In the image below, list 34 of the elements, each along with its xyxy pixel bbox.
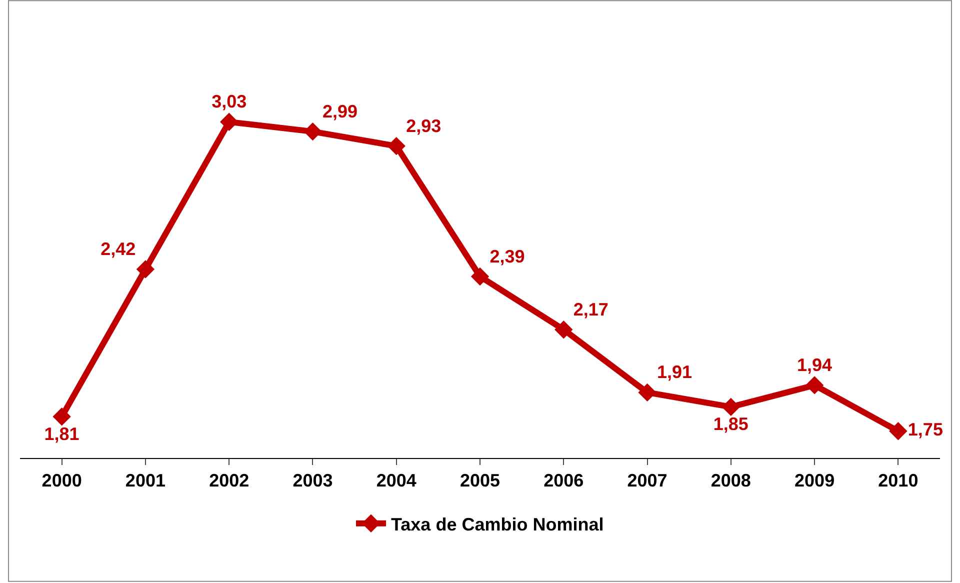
data-label: 1,75	[908, 420, 943, 440]
data-label: 2,17	[573, 299, 608, 320]
data-label: 2,99	[322, 101, 358, 122]
point	[638, 383, 656, 402]
point	[387, 136, 406, 156]
point	[52, 408, 71, 426]
point	[889, 422, 908, 440]
data-label: 1,85	[713, 414, 748, 434]
x-tick-label: 2009	[794, 470, 835, 491]
data-label: 2,93	[406, 116, 442, 136]
x-tick-label: 2000	[42, 470, 82, 491]
legend-label: Taxa de Cambio Nominal	[391, 514, 604, 534]
data-label: 1,94	[797, 354, 832, 375]
x-tick-label: 2003	[292, 470, 333, 491]
data-label: 2,39	[490, 246, 525, 266]
x-tick-label: 2002	[209, 470, 250, 491]
x-tick-label: 2007	[627, 470, 668, 491]
point	[304, 122, 322, 141]
data-label: 1,91	[657, 362, 692, 382]
point	[470, 267, 490, 286]
x-tick-label: 2004	[376, 470, 416, 491]
x-tick-label: 2008	[710, 470, 751, 491]
x-tick-label: 2010	[878, 470, 918, 491]
data-label: 1,81	[44, 424, 80, 444]
data-label: 2,42	[100, 239, 136, 259]
point	[220, 112, 238, 131]
x-tick-label: 2005	[460, 470, 500, 491]
point	[805, 376, 824, 394]
data-label: 3,03	[212, 92, 247, 112]
point	[722, 398, 740, 416]
point	[136, 260, 155, 278]
point	[554, 320, 573, 339]
x-tick-label: 2001	[125, 470, 166, 491]
x-tick-label: 2006	[544, 470, 584, 491]
